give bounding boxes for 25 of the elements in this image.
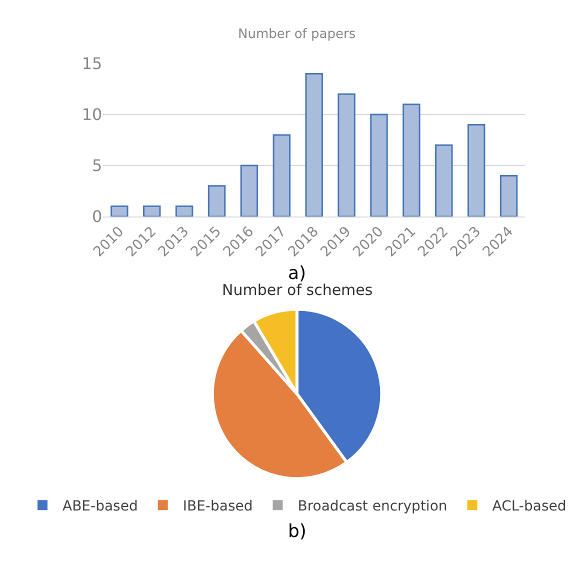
bar <box>110 206 128 216</box>
bar <box>208 185 226 216</box>
y-tick-label: 5 <box>92 156 102 176</box>
bar <box>500 174 518 216</box>
chart-title: Number of papers <box>238 27 356 42</box>
bar <box>402 104 420 216</box>
bar <box>338 93 356 216</box>
bar <box>272 134 291 216</box>
legend-label: Broadcast encryption <box>298 498 448 515</box>
text: b) <box>288 521 306 542</box>
legend-label: IBE-based <box>182 498 253 515</box>
legend-label: ACL-based <box>492 498 566 515</box>
y-tick-label: 15 <box>82 54 102 74</box>
bar <box>467 124 486 216</box>
chart-title: Number of schemes <box>222 281 373 299</box>
bar <box>143 206 161 216</box>
bar <box>435 144 453 216</box>
y-tick-label: 10 <box>82 105 102 124</box>
legend-label: ABE-based <box>62 498 138 515</box>
y-tick-label: 0 <box>92 207 102 226</box>
bar <box>240 164 258 216</box>
bar <box>370 114 388 216</box>
bar <box>305 73 323 216</box>
text: a) <box>288 263 306 284</box>
bar <box>175 206 194 216</box>
